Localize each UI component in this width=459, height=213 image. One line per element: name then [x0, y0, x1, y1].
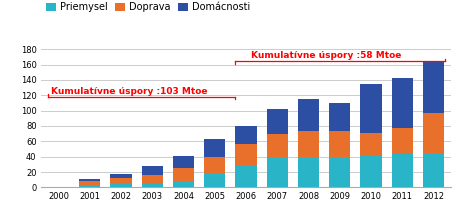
Bar: [141, 175, 162, 184]
Bar: [235, 126, 256, 144]
Bar: [173, 156, 194, 168]
Bar: [204, 157, 225, 173]
Bar: [141, 166, 162, 175]
Bar: [360, 84, 381, 133]
Bar: [110, 178, 131, 184]
Bar: [422, 153, 443, 187]
Bar: [422, 61, 443, 113]
Bar: [422, 113, 443, 153]
Bar: [235, 144, 256, 166]
Legend: Priemysel, Doprava, Domácnosti: Priemysel, Doprava, Domácnosti: [42, 0, 253, 16]
Bar: [297, 99, 319, 131]
Bar: [297, 131, 319, 157]
Bar: [235, 166, 256, 187]
Bar: [110, 184, 131, 187]
Bar: [391, 128, 412, 154]
Bar: [141, 184, 162, 187]
Bar: [329, 157, 350, 187]
Text: Kumulatívne úspory :58 Mtoe: Kumulatívne úspory :58 Mtoe: [250, 51, 400, 60]
Bar: [204, 139, 225, 157]
Bar: [173, 181, 194, 187]
Bar: [110, 174, 131, 178]
Bar: [297, 157, 319, 187]
Bar: [391, 154, 412, 187]
Bar: [204, 173, 225, 187]
Bar: [329, 103, 350, 131]
Bar: [360, 133, 381, 156]
Bar: [266, 157, 287, 187]
Bar: [360, 156, 381, 187]
Bar: [266, 109, 287, 134]
Bar: [79, 185, 100, 187]
Bar: [329, 131, 350, 157]
Bar: [173, 168, 194, 181]
Bar: [79, 179, 100, 181]
Bar: [79, 181, 100, 185]
Bar: [266, 134, 287, 157]
Text: Kumulatívne úspory :103 Mtoe: Kumulatívne úspory :103 Mtoe: [50, 87, 207, 96]
Bar: [391, 78, 412, 128]
